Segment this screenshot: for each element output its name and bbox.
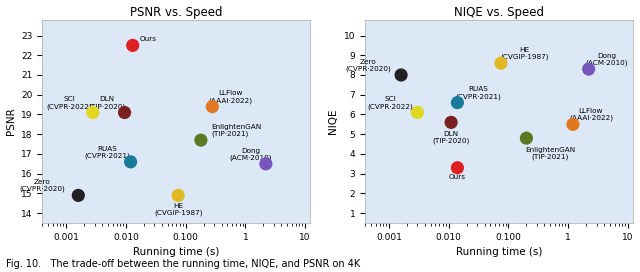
Point <box>73 193 83 197</box>
Point <box>452 166 463 170</box>
Text: Ours: Ours <box>449 174 466 180</box>
Text: SCI
(CVPR·2022): SCI (CVPR·2022) <box>367 96 413 110</box>
Text: EnlightenGAN
(TIP·2021): EnlightenGAN (TIP·2021) <box>525 147 575 160</box>
Point <box>412 110 422 115</box>
Text: EnlightenGAN
(TIP·2021): EnlightenGAN (TIP·2021) <box>211 124 262 137</box>
Point <box>496 61 506 65</box>
Point <box>127 43 138 48</box>
Title: PSNR vs. Speed: PSNR vs. Speed <box>130 5 222 18</box>
X-axis label: Running time (s): Running time (s) <box>456 247 542 257</box>
Point <box>196 138 206 142</box>
Point <box>452 100 463 105</box>
Point <box>522 136 532 140</box>
Text: LLFlow
(AAAI·2022): LLFlow (AAAI·2022) <box>209 90 252 104</box>
Point <box>568 122 578 126</box>
Point <box>446 120 456 125</box>
Point <box>207 104 218 109</box>
Text: HE
(CVGIP·1987): HE (CVGIP·1987) <box>154 203 202 216</box>
Y-axis label: NIQE: NIQE <box>328 109 339 134</box>
Y-axis label: PSNR: PSNR <box>6 107 15 135</box>
Title: NIQE vs. Speed: NIQE vs. Speed <box>454 5 544 18</box>
Point <box>396 73 406 77</box>
Text: RUAS
(CVPR·2021): RUAS (CVPR·2021) <box>84 146 130 159</box>
Text: Fig. 10.   The trade-off between the running time, NIQE, and PSNR on 4K: Fig. 10. The trade-off between the runni… <box>6 259 361 269</box>
Point <box>260 162 271 166</box>
Text: RUAS
(CVPR·2021): RUAS (CVPR·2021) <box>455 86 500 100</box>
Text: Zero
(CVPR·2020): Zero (CVPR·2020) <box>19 179 65 193</box>
Point <box>125 160 136 164</box>
Point <box>584 67 594 71</box>
Point <box>120 110 130 115</box>
Point <box>88 110 98 115</box>
Text: Zero
(CVPR·2020): Zero (CVPR·2020) <box>345 59 391 72</box>
Text: Dong
(ACM·2010): Dong (ACM·2010) <box>229 148 271 161</box>
Text: Dong
(ACM·2010): Dong (ACM·2010) <box>586 53 628 66</box>
Text: Ours: Ours <box>140 36 156 42</box>
Text: SCI
(CVPR·2022): SCI (CVPR·2022) <box>46 96 92 110</box>
Text: HE
(CVGIP·1987): HE (CVGIP·1987) <box>500 47 549 60</box>
Text: DLN
(TIP·2020): DLN (TIP·2020) <box>433 131 470 144</box>
X-axis label: Running time (s): Running time (s) <box>133 247 220 257</box>
Text: DLN
(TIP·2020): DLN (TIP·2020) <box>88 96 125 110</box>
Point <box>173 193 183 197</box>
Text: LLFlow
(AAAI·2022): LLFlow (AAAI·2022) <box>569 108 613 121</box>
